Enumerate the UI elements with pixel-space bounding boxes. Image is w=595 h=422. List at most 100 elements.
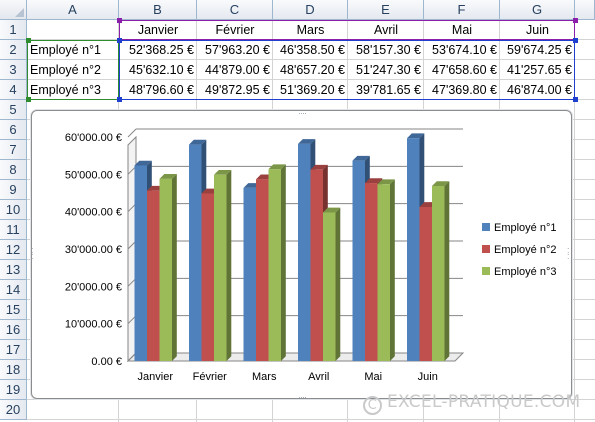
table-cell[interactable]: 47'658.60 € xyxy=(432,63,497,77)
bar[interactable] xyxy=(147,190,160,361)
range-handle[interactable] xyxy=(573,18,578,23)
table-header-cell[interactable]: Juin xyxy=(526,23,549,37)
row-header-19[interactable]: 19 xyxy=(0,380,27,400)
bar[interactable] xyxy=(298,143,311,361)
bar[interactable] xyxy=(256,179,269,361)
table-cell[interactable]: 45'632.10 € xyxy=(129,63,194,77)
bar[interactable] xyxy=(214,174,227,361)
row-label-cell[interactable]: Employé n°3 xyxy=(30,83,102,97)
column-chart[interactable]: 0.00 € 10'000.00 € 20'000.00 € 30'000.00 € 4… xyxy=(31,108,572,402)
bar-side[interactable] xyxy=(444,181,450,361)
bar-top[interactable] xyxy=(432,181,450,187)
bar[interactable] xyxy=(189,144,202,361)
table-header-cell[interactable]: Février xyxy=(215,23,255,37)
chart-resize-grip-top[interactable]: ···· xyxy=(298,108,307,118)
row-header-5[interactable]: 5 xyxy=(0,100,27,120)
range-handle[interactable] xyxy=(117,97,122,102)
table-header-cell[interactable]: Mars xyxy=(296,23,325,37)
row-header-4[interactable]: 4 xyxy=(0,80,27,100)
column-header-h[interactable] xyxy=(575,0,595,20)
range-handle[interactable] xyxy=(26,38,31,43)
bar-side[interactable] xyxy=(172,174,177,361)
bar-top[interactable] xyxy=(134,160,152,166)
bar[interactable] xyxy=(159,178,173,361)
row-header-14[interactable]: 14 xyxy=(0,280,27,300)
bar[interactable] xyxy=(365,183,378,361)
row-header-18[interactable]: 18 xyxy=(0,360,27,380)
column-header-b[interactable]: B xyxy=(119,0,197,20)
bar-top[interactable] xyxy=(365,178,383,184)
bar[interactable] xyxy=(268,169,282,361)
table-cell[interactable]: 46'874.00 € xyxy=(507,83,572,97)
column-header-f[interactable]: F xyxy=(424,0,500,20)
bar[interactable] xyxy=(352,160,366,361)
column-header-d[interactable]: D xyxy=(273,0,348,20)
row-label-cell[interactable]: Employé n°1 xyxy=(30,43,102,57)
table-cell[interactable]: 41'257.65 € xyxy=(507,63,572,77)
row-header-12[interactable]: 12 xyxy=(0,240,27,260)
column-header-g[interactable]: G xyxy=(500,0,575,20)
bar-top[interactable] xyxy=(298,139,316,144)
range-handle[interactable] xyxy=(26,97,31,102)
column-header-e[interactable]: E xyxy=(348,0,424,20)
bar-top[interactable] xyxy=(268,164,286,170)
row-header-13[interactable]: 13 xyxy=(0,260,27,280)
table-cell[interactable]: 58'157.30 € xyxy=(356,43,421,57)
table-cell[interactable]: 51'247.30 € xyxy=(356,63,421,77)
bar-side[interactable] xyxy=(335,207,341,361)
bar[interactable] xyxy=(310,169,324,361)
table-header-cell[interactable]: Mai xyxy=(451,23,473,37)
bar[interactable] xyxy=(419,206,433,361)
bar-top[interactable] xyxy=(189,139,207,145)
table-cell[interactable]: 49'872.95 € xyxy=(205,83,270,97)
bar-top[interactable] xyxy=(377,179,395,185)
row-header-20[interactable]: 20 xyxy=(0,400,27,420)
row-header-1[interactable]: 1 xyxy=(0,20,27,40)
bar[interactable] xyxy=(134,165,148,361)
row-header-7[interactable]: 7 xyxy=(0,140,27,160)
table-header-cell[interactable]: Janvier xyxy=(137,23,179,37)
select-all-corner[interactable] xyxy=(0,0,27,20)
table-cell[interactable]: 59'674.25 € xyxy=(507,43,572,57)
table-cell[interactable]: 44'879.00 € xyxy=(205,63,270,77)
table-cell[interactable]: 47'369.80 € xyxy=(432,83,497,97)
range-handle[interactable] xyxy=(573,97,578,102)
bar-top[interactable] xyxy=(352,155,370,161)
table-cell[interactable]: 57'963.20 € xyxy=(205,43,270,57)
table-header-cell[interactable]: Avril xyxy=(373,23,399,37)
row-header-3[interactable]: 3 xyxy=(0,60,27,80)
bar-side[interactable] xyxy=(281,164,286,361)
row-header-16[interactable]: 16 xyxy=(0,320,27,340)
column-header-a[interactable]: A xyxy=(27,0,119,20)
table-cell[interactable]: 46'358.50 € xyxy=(280,43,345,57)
row-header-11[interactable]: 11 xyxy=(0,220,27,240)
row-header-10[interactable]: 10 xyxy=(0,200,27,220)
bar[interactable] xyxy=(201,193,215,361)
bar-side[interactable] xyxy=(390,179,395,361)
chart-resize-grip-bottom[interactable]: ···· xyxy=(298,392,307,402)
chart-resize-grip-left[interactable]: :: xyxy=(31,245,33,261)
table-cell[interactable]: 48'657.20 € xyxy=(280,63,345,77)
range-handle[interactable] xyxy=(573,38,578,43)
bar-side[interactable] xyxy=(226,170,232,361)
bar[interactable] xyxy=(377,184,391,361)
table-cell[interactable]: 48'796.60 € xyxy=(129,83,194,97)
table-cell[interactable]: 51'369.20 € xyxy=(280,83,345,97)
row-header-9[interactable]: 9 xyxy=(0,180,27,200)
row-header-6[interactable]: 6 xyxy=(0,120,27,140)
table-cell[interactable]: 52'368.25 € xyxy=(129,43,194,57)
bar[interactable] xyxy=(243,187,257,361)
row-label-cell[interactable]: Employé n°2 xyxy=(30,63,102,77)
bar-top[interactable] xyxy=(323,207,341,213)
bar[interactable] xyxy=(432,186,445,361)
bar-top[interactable] xyxy=(407,133,425,139)
range-handle[interactable] xyxy=(117,18,122,23)
table-cell[interactable]: 53'674.10 € xyxy=(432,43,497,57)
row-header-17[interactable]: 17 xyxy=(0,340,27,360)
table-cell[interactable]: 39'781.65 € xyxy=(356,83,421,97)
column-header-c[interactable]: C xyxy=(197,0,273,20)
row-header-8[interactable]: 8 xyxy=(0,160,27,180)
chart-resize-grip-right[interactable]: :: xyxy=(567,245,569,261)
bar[interactable] xyxy=(323,212,336,361)
range-handle[interactable] xyxy=(117,38,122,43)
